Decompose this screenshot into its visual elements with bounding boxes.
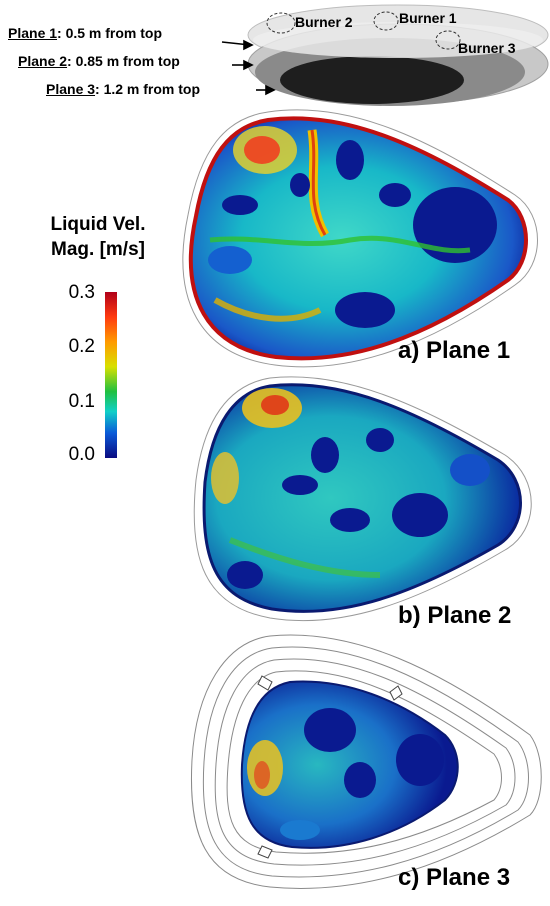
plane-1-desc: : 0.5 m from top — [57, 25, 163, 41]
burner-3-label: Burner 3 — [458, 40, 516, 56]
plane-arrows — [221, 39, 276, 96]
burner-2-label: Burner 2 — [295, 14, 353, 30]
plane-2-name: Plane 2 — [18, 53, 68, 69]
burner-1-label: Burner 1 — [399, 10, 457, 26]
plane-2-label: Plane 2: 0.85 m from top — [18, 53, 180, 69]
colorbar-tick: 0.0 — [68, 444, 95, 465]
colorbar-title: Liquid Vel. Mag. [m/s] — [18, 212, 178, 262]
colorbar-title-line1: Liquid Vel. — [50, 214, 146, 235]
vessel-3d-view — [247, 4, 549, 106]
plane-3-name: Plane 3 — [46, 81, 96, 97]
colorbar-title-line2: Mag. [m/s] — [51, 239, 145, 260]
panel-a-label: a) Plane 1 — [398, 337, 511, 364]
colorbar-tick: 0.2 — [68, 336, 95, 357]
colorbar-tick: 0.1 — [68, 391, 95, 412]
plane-1-name: Plane 1 — [8, 25, 58, 41]
colorbar-tick: 0.3 — [68, 282, 95, 303]
contour-plane-2 — [193, 376, 532, 622]
plane-2-desc: : 0.85 m from top — [67, 53, 180, 69]
colorbar — [105, 292, 117, 458]
contour-plane-1 — [182, 109, 538, 368]
contour-plane-3 — [190, 634, 542, 889]
plane-3-desc: : 1.2 m from top — [95, 81, 201, 97]
panel-b-label: b) Plane 2 — [398, 602, 512, 629]
panel-c-label: c) Plane 3 — [398, 864, 511, 891]
plane-3-label: Plane 3: 1.2 m from top — [46, 81, 200, 97]
plane-1-label: Plane 1: 0.5 m from top — [8, 25, 162, 41]
